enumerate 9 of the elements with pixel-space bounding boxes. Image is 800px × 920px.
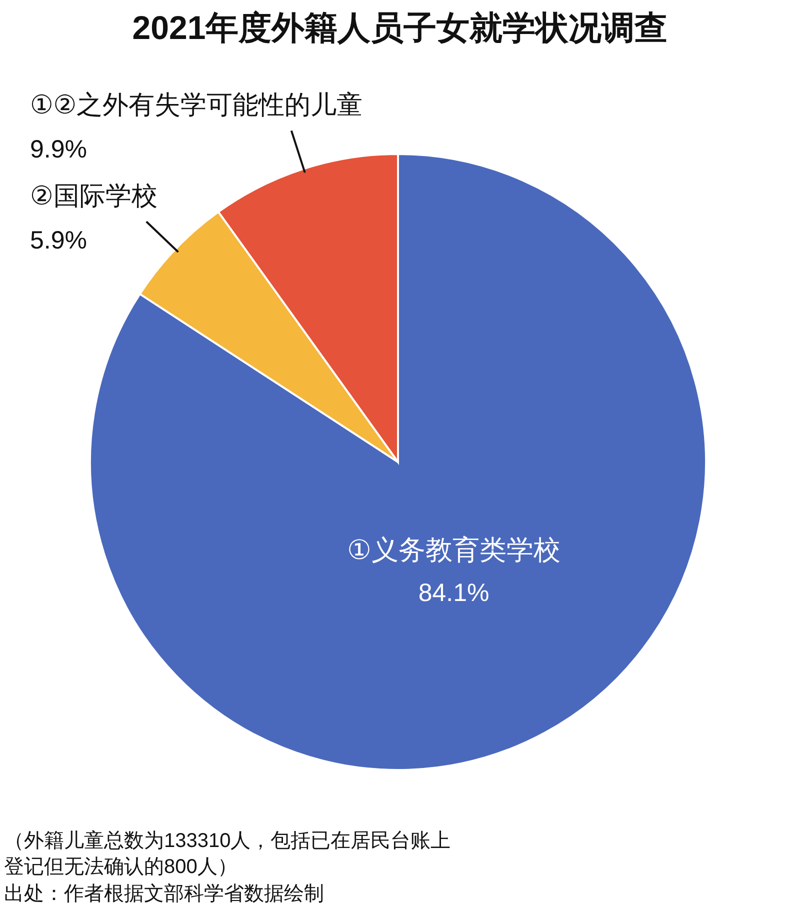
data-label: 5.9% bbox=[30, 226, 87, 255]
data-label: 84.1% bbox=[418, 578, 490, 607]
slice-label: ①义务教育类学校 bbox=[347, 534, 560, 565]
slice-label: ②国际学校 bbox=[30, 180, 158, 211]
text: （外籍儿童总数为133310人，包括已在居民台账上登记但无法确认的800人） bbox=[4, 829, 451, 878]
text: 出处：作者根据文部科学省数据绘制 bbox=[4, 883, 324, 905]
slice-label: ①②之外有失学可能性的儿童 bbox=[30, 90, 363, 120]
chart-title: 2021年度外籍人员子女就学状况调查 bbox=[132, 9, 668, 46]
data-label: 9.9% bbox=[30, 136, 87, 164]
